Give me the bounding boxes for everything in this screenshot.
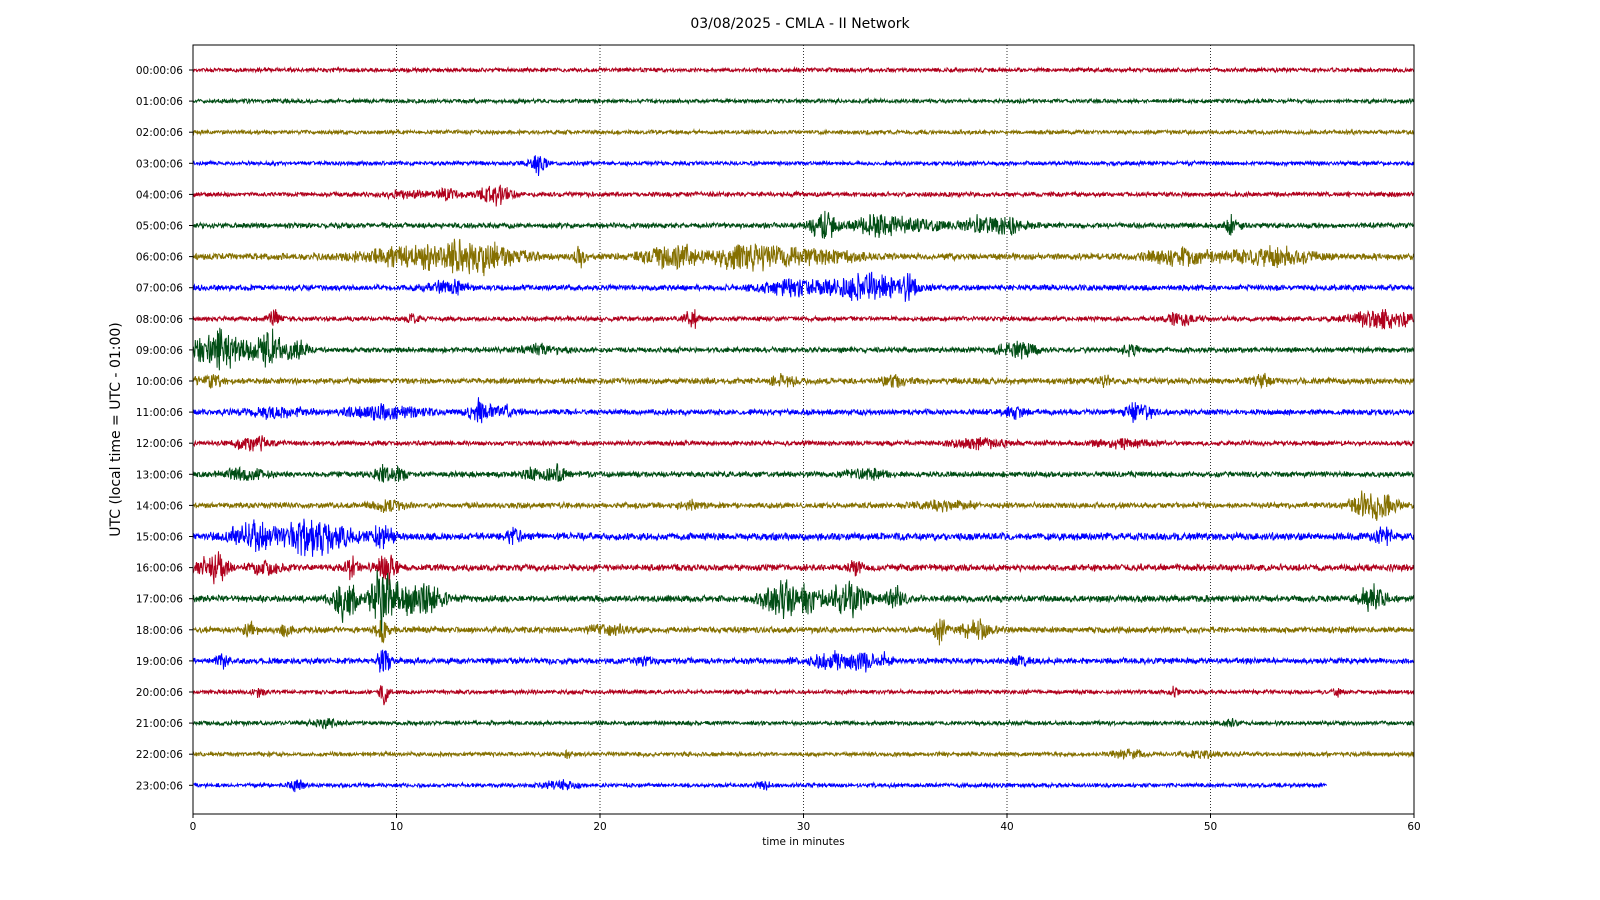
row-label-05:00:06: 05:00:06 (136, 221, 183, 233)
x-tick-label: 50 (1204, 821, 1217, 833)
trace-01:00:06 (192, 97, 1415, 106)
trace-07:00:06 (192, 271, 1415, 302)
trace-11:00:06 (192, 397, 1415, 424)
trace-20:00:06 (192, 685, 1415, 706)
row-label-12:00:06: 12:00:06 (136, 438, 183, 450)
row-label-09:00:06: 09:00:06 (136, 345, 183, 357)
row-label-04:00:06: 04:00:06 (136, 189, 183, 201)
row-label-06:00:06: 06:00:06 (136, 252, 183, 264)
row-label-11:00:06: 11:00:06 (136, 407, 183, 419)
row-label-23:00:06: 23:00:06 (136, 780, 183, 792)
trace-02:00:06 (192, 128, 1415, 137)
x-tick-label: 0 (190, 821, 197, 833)
row-label-10:00:06: 10:00:06 (136, 376, 183, 388)
row-label-21:00:06: 21:00:06 (136, 718, 183, 730)
trace-08:00:06 (192, 308, 1415, 330)
trace-13:00:06 (192, 463, 1415, 483)
trace-15:00:06 (192, 518, 1415, 557)
trace-04:00:06 (192, 184, 1415, 207)
row-label-16:00:06: 16:00:06 (136, 563, 183, 575)
trace-19:00:06 (192, 649, 1415, 673)
trace-21:00:06 (192, 717, 1415, 730)
x-axis-label: time in minutes (762, 836, 844, 848)
grid-lines (396, 45, 1211, 814)
trace-00:00:06 (192, 65, 1415, 74)
x-tick-label: 20 (593, 821, 606, 833)
trace-17:00:06 (192, 569, 1415, 637)
trace-14:00:06 (192, 490, 1415, 521)
x-tick-label: 30 (797, 821, 810, 833)
y-axis-label: UTC (local time = UTC - 01:00) (108, 322, 124, 537)
trace-22:00:06 (192, 748, 1415, 761)
row-label-13:00:06: 13:00:06 (136, 469, 183, 481)
row-label-08:00:06: 08:00:06 (136, 314, 183, 326)
trace-03:00:06 (192, 155, 1415, 177)
row-label-01:00:06: 01:00:06 (136, 96, 183, 108)
trace-05:00:06 (192, 210, 1415, 239)
trace-23:00:06 (192, 779, 1327, 793)
trace-18:00:06 (192, 618, 1415, 646)
trace-06:00:06 (192, 238, 1415, 277)
trace-16:00:06 (192, 551, 1415, 586)
row-label-17:00:06: 17:00:06 (136, 594, 183, 606)
row-label-03:00:06: 03:00:06 (136, 158, 183, 170)
x-tick-label: 10 (390, 821, 403, 833)
row-label-18:00:06: 18:00:06 (136, 625, 183, 637)
row-label-19:00:06: 19:00:06 (136, 656, 183, 668)
row-label-00:00:06: 00:00:06 (136, 65, 183, 77)
row-label-15:00:06: 15:00:06 (136, 532, 183, 544)
row-label-07:00:06: 07:00:06 (136, 283, 183, 295)
row-label-02:00:06: 02:00:06 (136, 127, 183, 139)
trace-10:00:06 (192, 372, 1415, 390)
x-tick-label: 60 (1407, 821, 1420, 833)
chart-title: 03/08/2025 - CMLA - II Network (690, 16, 910, 32)
row-label-22:00:06: 22:00:06 (136, 749, 183, 761)
x-axis-ticks: 0 10 20 30 40 50 60 (190, 814, 1421, 833)
row-label-14:00:06: 14:00:06 (136, 500, 183, 512)
row-label-20:00:06: 20:00:06 (136, 687, 183, 699)
trace-09:00:06 (192, 327, 1415, 371)
x-tick-label: 40 (1000, 821, 1013, 833)
trace-12:00:06 (192, 435, 1415, 452)
trace-group (192, 65, 1415, 793)
row-labels: 00:00:06 01:00:06 02:00:06 03:00:06 04:00:06… (136, 65, 193, 792)
